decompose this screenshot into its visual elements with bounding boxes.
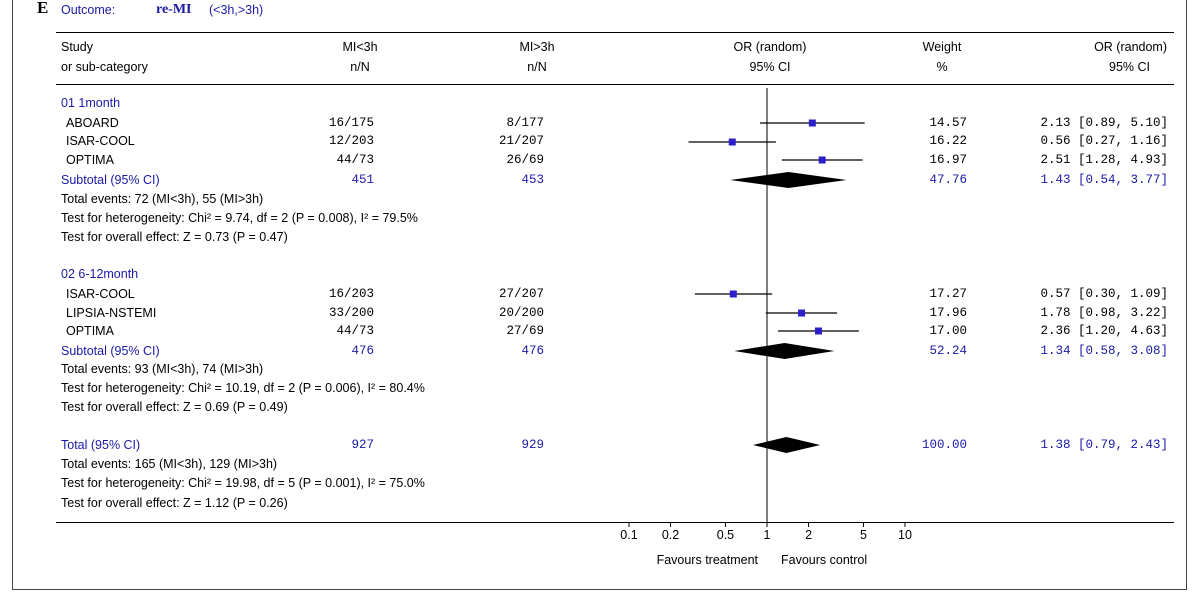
subtotal-g2: 476 <box>521 344 544 358</box>
study-g2: 8/177 <box>506 116 544 130</box>
study-g1: 44/73 <box>336 153 374 167</box>
study-marker <box>818 156 826 164</box>
header-rule-top <box>56 32 1174 33</box>
subtotal-g1: 476 <box>351 344 374 358</box>
header-weight-sub: % <box>936 60 948 74</box>
header-study: Study <box>61 40 93 54</box>
subtotal-or: 1.34 [0.58, 3.08] <box>1040 344 1168 358</box>
figure-frame <box>12 0 1187 590</box>
subtotal-g2: 453 <box>521 173 544 187</box>
study-g1: 16/203 <box>328 287 374 301</box>
study-g2: 26/69 <box>506 153 544 167</box>
header-plot-sub: 95% CI <box>749 60 791 74</box>
study-name: ISAR-COOL <box>66 134 135 148</box>
subtotal-label: Subtotal (95% CI) <box>61 344 160 358</box>
study-marker <box>814 327 822 335</box>
header-group2-sub: n/N <box>527 60 547 74</box>
subgroup-note: Test for heterogeneity: Chi² = 9.74, df … <box>61 211 418 225</box>
total-or: 1.38 [0.79, 2.43] <box>1040 438 1168 452</box>
header-plot: OR (random) <box>733 40 807 54</box>
study-or: 0.57 [0.30, 1.09] <box>1040 287 1168 301</box>
subgroup-note: Test for overall effect: Z = 0.69 (P = 0… <box>61 400 288 414</box>
header-rule-bottom <box>56 84 1174 85</box>
outcome-name: re-MI <box>156 2 192 17</box>
favours-control-label: Favours control <box>781 553 868 567</box>
axis-tick-label: 5 <box>860 528 867 542</box>
study-weight: 17.00 <box>929 324 967 338</box>
subtotal-g1: 451 <box>351 173 374 187</box>
axis-tick-label: 0.2 <box>662 528 679 542</box>
study-marker <box>808 119 816 127</box>
study-weight: 17.27 <box>929 287 967 301</box>
axis-tick-label: 2 <box>805 528 812 542</box>
header-or-sub: 95% CI <box>1109 60 1150 74</box>
study-g1: 16/175 <box>328 116 374 130</box>
study-name: OPTIMA <box>66 153 114 167</box>
header-group2: MI>3h <box>519 40 555 54</box>
header-group1-sub: n/N <box>350 60 370 74</box>
total-note: Total events: 165 (MI<3h), 129 (MI>3h) <box>61 457 278 471</box>
subgroup-note: Test for heterogeneity: Chi² = 10.19, df… <box>61 381 425 395</box>
subgroup-title: 01 1month <box>61 96 121 110</box>
header-group1: MI<3h <box>342 40 378 54</box>
study-weight: 17.96 <box>929 306 967 320</box>
subtotal-weight: 52.24 <box>929 344 967 358</box>
study-name: ISAR-COOL <box>66 287 135 301</box>
study-name: LIPSIA-NSTEMI <box>66 306 157 320</box>
total-weight: 100.00 <box>921 438 967 452</box>
outcome-label: Outcome: <box>61 3 116 17</box>
study-or: 2.36 [1.20, 4.63] <box>1040 324 1168 338</box>
study-name: ABOARD <box>66 116 119 130</box>
subgroup-note: Total events: 93 (MI<3h), 74 (MI>3h) <box>61 362 264 376</box>
subtotal-diamond <box>734 343 835 359</box>
study-or: 0.56 [0.27, 1.16] <box>1040 134 1168 148</box>
subtotal-diamond <box>730 172 847 188</box>
total-note: Test for overall effect: Z = 1.12 (P = 0… <box>61 496 288 510</box>
total-g1: 927 <box>351 438 374 452</box>
outcome-detail: (<3h,>3h) <box>209 3 264 17</box>
total-label: Total (95% CI) <box>61 438 141 452</box>
axis-tick-label: 1 <box>764 528 771 542</box>
axis-tick-label: 0.1 <box>620 528 637 542</box>
axis-tick-label: 0.5 <box>717 528 734 542</box>
subgroup-note: Total events: 72 (MI<3h), 55 (MI>3h) <box>61 192 264 206</box>
study-g1: 12/203 <box>328 134 374 148</box>
study-or: 2.51 [1.28, 4.93] <box>1040 153 1168 167</box>
total-diamond <box>752 437 821 453</box>
panel-letter: E <box>37 0 49 17</box>
study-name: OPTIMA <box>66 324 114 338</box>
study-weight: 14.57 <box>929 116 967 130</box>
study-marker <box>728 138 736 146</box>
subtotal-weight: 47.76 <box>929 173 967 187</box>
study-weight: 16.97 <box>929 153 967 167</box>
total-note: Test for heterogeneity: Chi² = 19.98, df… <box>61 476 425 490</box>
study-marker <box>729 290 737 298</box>
study-weight: 16.22 <box>929 134 967 148</box>
header-or: OR (random) <box>1094 40 1167 54</box>
study-g1: 33/200 <box>328 306 374 320</box>
total-g2: 929 <box>521 438 544 452</box>
study-or: 2.13 [0.89, 5.10] <box>1040 116 1168 130</box>
subgroup-note: Test for overall effect: Z = 0.73 (P = 0… <box>61 230 288 244</box>
axis-tick-label: 10 <box>898 528 912 542</box>
study-or: 1.78 [0.98, 3.22] <box>1040 306 1168 320</box>
study-g2: 21/207 <box>498 134 544 148</box>
subgroup-title: 02 6-12month <box>61 267 139 281</box>
study-g2: 20/200 <box>498 306 544 320</box>
favours-treatment-label: Favours treatment <box>656 553 758 567</box>
study-g2: 27/69 <box>506 324 544 338</box>
subtotal-label: Subtotal (95% CI) <box>61 173 160 187</box>
study-marker <box>798 309 806 317</box>
header-weight: Weight <box>922 40 962 54</box>
subtotal-or: 1.43 [0.54, 3.77] <box>1040 173 1168 187</box>
study-g2: 27/207 <box>498 287 544 301</box>
axis-rule <box>56 522 1174 523</box>
header-study-sub: or sub-category <box>61 60 148 74</box>
study-g1: 44/73 <box>336 324 374 338</box>
